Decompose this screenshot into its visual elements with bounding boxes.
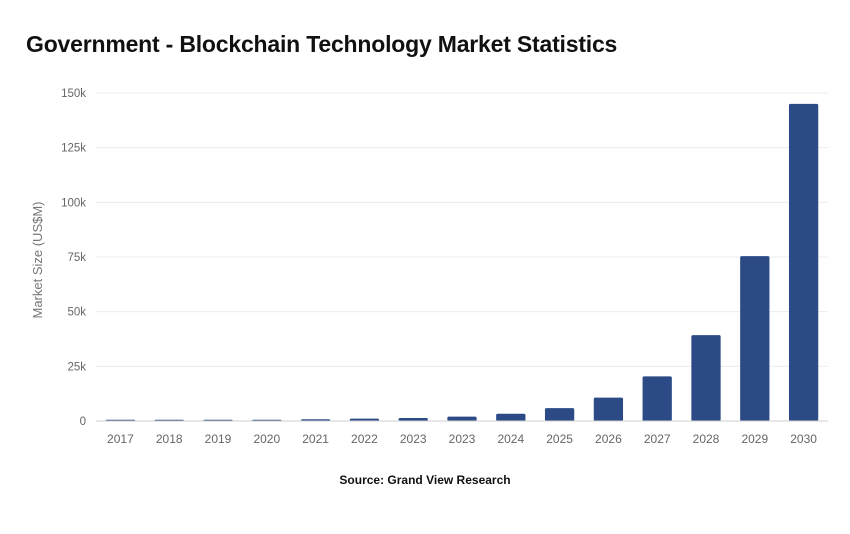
grid-lines bbox=[96, 92, 828, 367]
x-tick-label: 2030 bbox=[790, 432, 817, 446]
x-tick-label: 2022 bbox=[351, 432, 378, 446]
bar bbox=[496, 413, 526, 421]
bar bbox=[593, 397, 624, 421]
y-tick-label: 75k bbox=[67, 252, 86, 264]
y-tick-label: 150k bbox=[61, 88, 86, 100]
x-tick-label: 2017 bbox=[107, 432, 134, 446]
y-tick-label: 0 bbox=[80, 416, 86, 428]
x-tick-label: 2027 bbox=[644, 432, 671, 446]
y-axis-label: Market Size (US$M) bbox=[30, 201, 45, 318]
bar bbox=[642, 376, 672, 421]
bar bbox=[447, 416, 477, 421]
y-tick-label: 25k bbox=[67, 361, 86, 373]
x-tick-label: 2026 bbox=[595, 432, 622, 446]
source-note: Source: Grand View Research bbox=[339, 473, 511, 487]
bar bbox=[349, 418, 380, 421]
y-axis-ticks: 0 25k 50k 75k 100k 125k 150k bbox=[61, 88, 86, 428]
x-tick-label: 2023 bbox=[400, 432, 427, 446]
y-tick-label: 50k bbox=[67, 307, 86, 319]
bar bbox=[398, 417, 428, 421]
x-tick-label: 2018 bbox=[156, 432, 183, 446]
y-tick-label: 100k bbox=[61, 197, 86, 209]
chart-title: Government - Blockchain Technology Marke… bbox=[26, 31, 618, 57]
bars bbox=[105, 103, 819, 421]
y-tick-label: 125k bbox=[61, 143, 86, 155]
bar bbox=[788, 103, 819, 421]
x-tick-label: 2024 bbox=[497, 432, 524, 446]
bar bbox=[740, 256, 770, 421]
bar bbox=[544, 408, 575, 421]
x-tick-label: 2020 bbox=[253, 432, 280, 446]
x-tick-label: 2029 bbox=[741, 432, 768, 446]
x-tick-label: 2023 bbox=[449, 432, 476, 446]
x-tick-label: 2019 bbox=[205, 432, 232, 446]
bar bbox=[691, 335, 721, 421]
x-tick-label: 2021 bbox=[302, 432, 329, 446]
x-axis-ticks: 2017 2018 2019 2020 2021 2022 2023 2023 2024 2025… bbox=[107, 432, 817, 446]
x-tick-label: 2025 bbox=[546, 432, 573, 446]
x-tick-label: 2028 bbox=[693, 432, 720, 446]
